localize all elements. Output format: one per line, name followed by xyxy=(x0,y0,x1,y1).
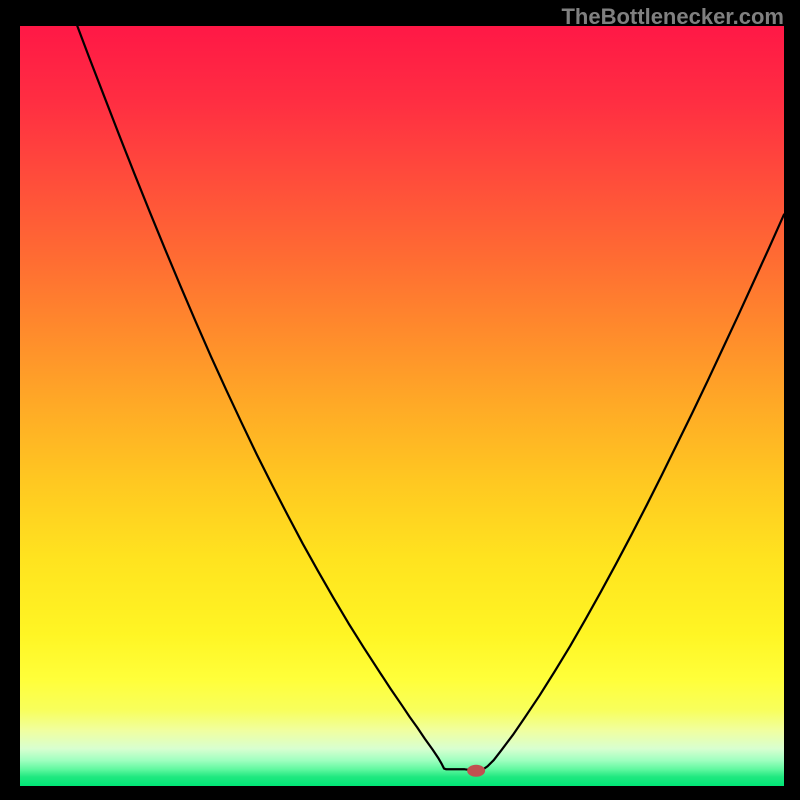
optimal-point-marker xyxy=(467,765,485,777)
bottleneck-chart: TheBottlenecker.com xyxy=(0,0,800,800)
plot-area xyxy=(20,26,784,786)
gradient-background xyxy=(20,26,784,786)
chart-svg xyxy=(20,26,784,786)
watermark-text: TheBottlenecker.com xyxy=(561,4,784,30)
